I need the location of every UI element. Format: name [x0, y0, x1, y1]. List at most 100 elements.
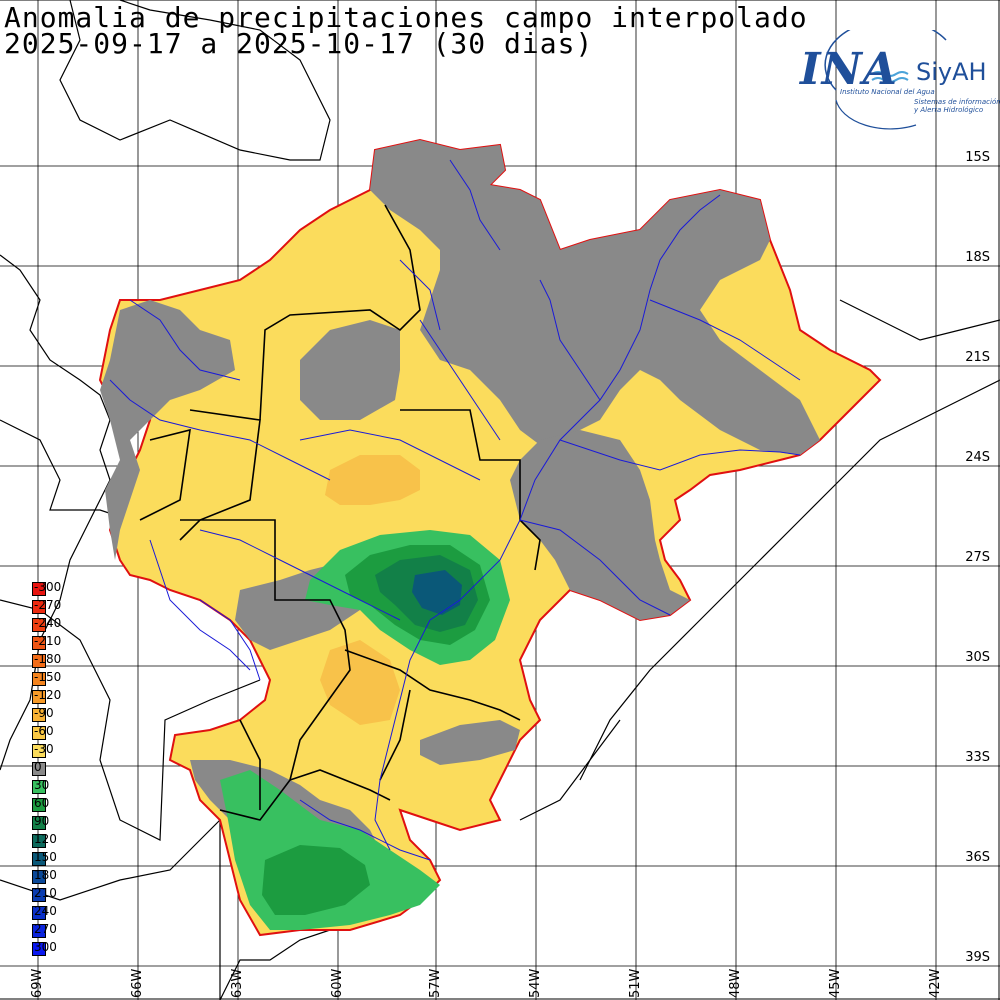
latitude-label: 39S	[965, 950, 990, 965]
logo-subtitle-3-line: y Alerta Hidrológico	[914, 106, 984, 114]
legend-swatch	[32, 636, 46, 650]
wet-zone-central-core	[412, 570, 462, 615]
latitude-label: 15S	[965, 150, 990, 165]
latitude-label: 18S	[965, 250, 990, 265]
legend-item: -210	[32, 634, 92, 652]
wet-zone-south-2	[262, 845, 370, 915]
legend-item: 150	[32, 850, 92, 868]
legend-swatch	[32, 906, 46, 920]
legend-swatch	[32, 780, 46, 794]
legend-swatch	[32, 762, 46, 776]
legend-item: 120	[32, 832, 92, 850]
legend-label: -30	[34, 742, 54, 756]
legend-swatch	[32, 690, 46, 704]
legend-item: -60	[32, 724, 92, 742]
latitude-label: 36S	[965, 850, 990, 865]
dry-patch-2	[320, 640, 400, 725]
legend-swatch	[32, 888, 46, 902]
legend-label: 120	[34, 832, 57, 846]
legend-label: 210	[34, 886, 57, 900]
legend-item: 180	[32, 868, 92, 886]
latitude-label: 33S	[965, 750, 990, 765]
legend-item: 210	[32, 886, 92, 904]
longitude-label: 42W	[928, 968, 943, 998]
legend-swatch	[32, 654, 46, 668]
legend-label: 240	[34, 904, 57, 918]
legend-item: 90	[32, 814, 92, 832]
legend-item: -240	[32, 616, 92, 634]
legend-item: 240	[32, 904, 92, 922]
legend-item: 0	[32, 760, 92, 778]
legend-swatch	[32, 672, 46, 686]
gray-zone-west	[100, 300, 235, 560]
longitude-label: 66W	[130, 968, 145, 998]
legend-label: 150	[34, 850, 57, 864]
anomaly-field	[98, 138, 882, 937]
gray-zone-central	[300, 320, 400, 420]
logo-subtitle-1: Instituto Nacional del Agua	[840, 88, 935, 96]
legend-item: 270	[32, 922, 92, 940]
legend-item: -90	[32, 706, 92, 724]
legend-label: -120	[34, 688, 62, 702]
legend-swatch	[32, 708, 46, 722]
legend-label: 90	[34, 814, 50, 828]
legend-item: -150	[32, 670, 92, 688]
gray-zone-east	[510, 430, 690, 620]
rivers	[109, 159, 801, 861]
legend-swatch	[32, 924, 46, 938]
legend-swatch	[32, 600, 46, 614]
legend-item: 60	[32, 796, 92, 814]
map-date-range: 2025-09-17 a 2025-10-17 (30 dias)	[4, 27, 594, 60]
logo-arc-icon	[824, 30, 947, 130]
dry-patch-1	[325, 455, 420, 505]
legend-label: -240	[34, 616, 62, 630]
longitude-label: 45W	[828, 968, 843, 998]
gray-zone-north	[370, 140, 820, 455]
longitude-label: 57W	[428, 968, 443, 998]
legend-swatch	[32, 852, 46, 866]
logo-subtitle-2: Sistemas de información y Alerta Hidroló…	[914, 98, 1000, 114]
legend-item: 30	[32, 778, 92, 796]
legend-label: -60	[34, 724, 54, 738]
legend-swatch	[32, 870, 46, 884]
legend-swatch	[32, 582, 46, 596]
legend-item: -120	[32, 688, 92, 706]
legend-swatch	[32, 834, 46, 848]
latitude-label: 24S	[965, 450, 990, 465]
ina-logo: INA SiyAH Instituto Nacional del Agua Si…	[796, 30, 1000, 130]
legend-swatch	[32, 798, 46, 812]
legend-item: -30	[32, 742, 92, 760]
legend-swatch	[32, 816, 46, 830]
legend-item: 300	[32, 940, 92, 958]
longitude-label: 48W	[728, 968, 743, 998]
legend-swatch	[32, 618, 46, 632]
legend-label: -90	[34, 706, 54, 720]
gray-zone-south1	[420, 720, 520, 765]
legend-label: 60	[34, 796, 50, 810]
longitude-label: 69W	[30, 968, 45, 998]
legend-swatch	[32, 744, 46, 758]
legend-label: -180	[34, 652, 62, 666]
legend-label: -210	[34, 634, 62, 648]
logo-subtitle-2-line: Sistemas de información	[914, 98, 1000, 106]
color-legend: -300 -270 -240 -210 -180 -150 -120 -90 -60 -30 0 30…	[32, 580, 92, 958]
longitude-label: 54W	[528, 968, 543, 998]
legend-label: 0	[34, 760, 42, 774]
longitude-label: 51W	[628, 968, 643, 998]
latitude-label: 21S	[965, 350, 990, 365]
logo-ina-text: INA	[800, 44, 898, 95]
logo-siyah-text: SiyAH	[916, 58, 987, 86]
legend-label: 300	[34, 940, 57, 954]
legend-item: -180	[32, 652, 92, 670]
country-borders-inner	[139, 204, 541, 821]
legend-item: -270	[32, 598, 92, 616]
legend-label: -270	[34, 598, 62, 612]
longitude-label: 60W	[330, 968, 345, 998]
legend-label: 270	[34, 922, 57, 936]
legend-label: -300	[34, 580, 62, 594]
legend-label: -150	[34, 670, 62, 684]
legend-item: -300	[32, 580, 92, 598]
map-title: Anomalia de precipitaciones campo interp…	[4, 1, 808, 34]
